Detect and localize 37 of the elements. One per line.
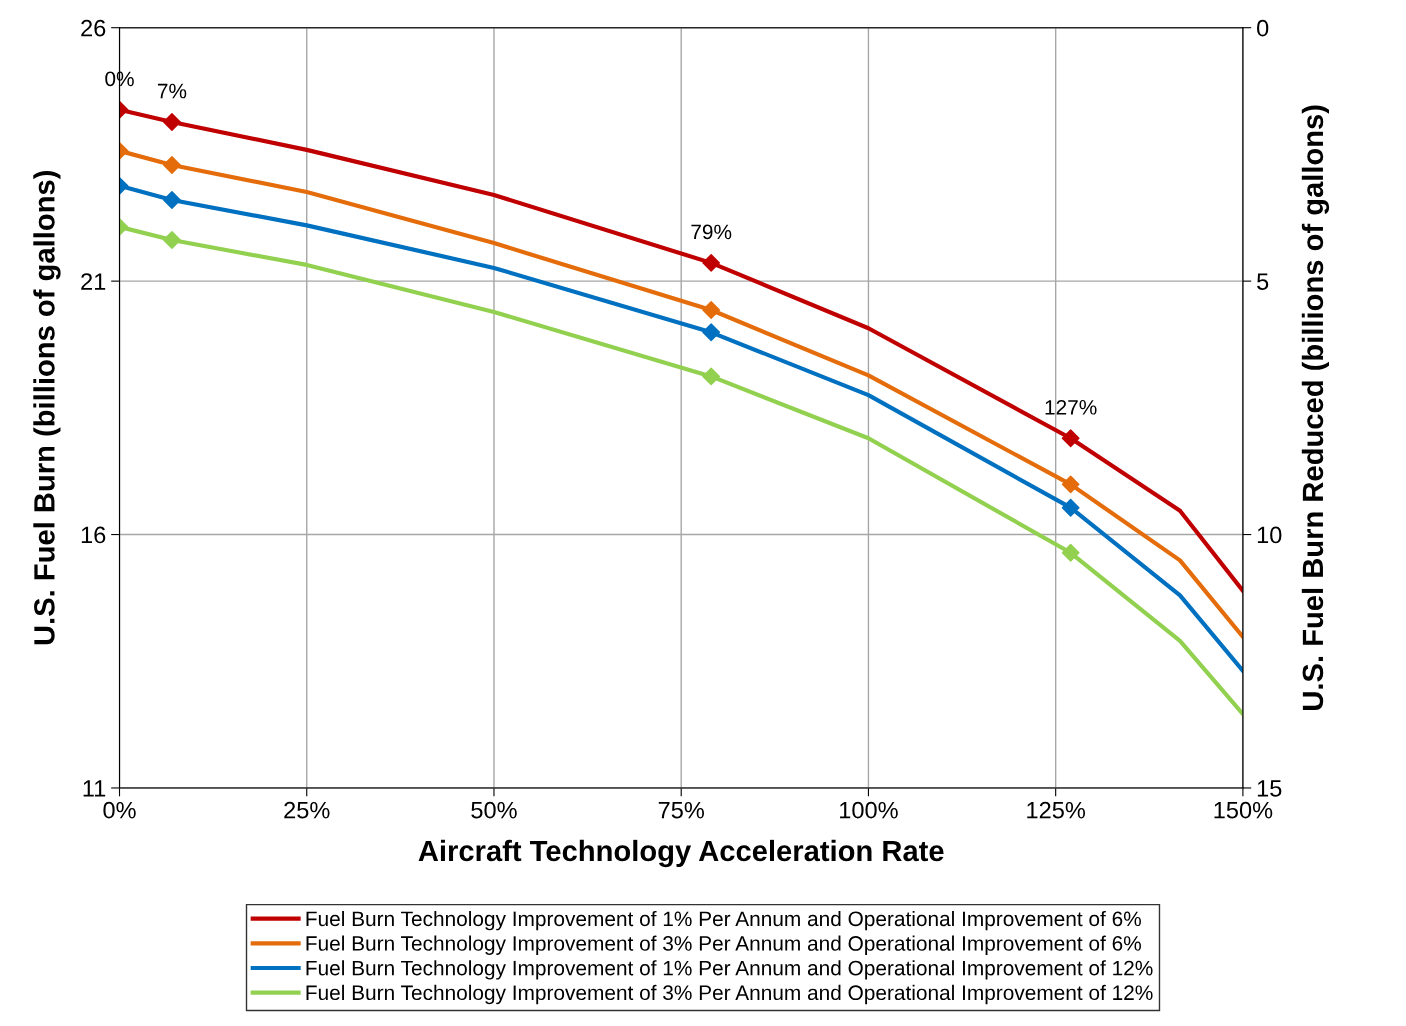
x-tick-label: 100%: [840, 801, 898, 819]
point: [702, 301, 721, 319]
y2-tick-label: 15: [1257, 780, 1282, 797]
y-tick-label: 11: [83, 780, 106, 797]
point: [702, 323, 721, 342]
point: [163, 113, 181, 131]
y2-axis-title: U.S. Fuel Burn Reduced (billions of gallons): [1301, 105, 1330, 710]
y-tick-label: 16: [81, 526, 106, 544]
legend-label: Fuel Burn Technology Improvement of 1% Per Annum and Operational Improvement of 12%: [306, 960, 1153, 980]
x-tick-label: 125%: [1027, 801, 1086, 819]
annotation: 79%: [691, 224, 732, 240]
legend-label: Fuel Burn Technology Improvement of 3% Per Annum and Operational Improvement of 6%: [306, 935, 1141, 955]
point: [163, 156, 181, 174]
y2-tick-label: 0: [1257, 19, 1269, 37]
annotation: 7%: [157, 83, 187, 99]
point: [1061, 498, 1080, 517]
x-tick-label: 50%: [471, 801, 517, 819]
point: [702, 253, 721, 272]
legend-label: Fuel Burn Technology Improvement of 3% Per Annum and Operational Improvement of 12%: [306, 984, 1153, 1005]
y-axis-title: U.S. Fuel Burn (billions of gallons): [33, 171, 61, 645]
annotation: 127%: [1045, 399, 1097, 415]
y2-tick-label: 5: [1257, 273, 1269, 290]
point: [1061, 475, 1080, 494]
y-tick-label: 21: [81, 273, 106, 290]
x-tick-label: 0%: [103, 801, 136, 819]
y2-tick-label: 10: [1257, 526, 1282, 544]
y-tick-label: 26: [81, 19, 106, 37]
legend-label: Fuel Burn Technology Improvement of 1% Per Annum and Operational Improvement of 6%: [306, 910, 1141, 931]
point: [163, 191, 181, 209]
x-tick-label: 75%: [658, 801, 704, 819]
point: [163, 231, 181, 249]
x-tick-label: 25%: [284, 801, 330, 819]
point: [1061, 543, 1080, 562]
x-tick-label: 150%: [1214, 801, 1273, 819]
point: [702, 367, 721, 386]
point: [1061, 429, 1080, 448]
x-axis-title: Aircraft Technology Acceleration Rate: [418, 839, 944, 868]
